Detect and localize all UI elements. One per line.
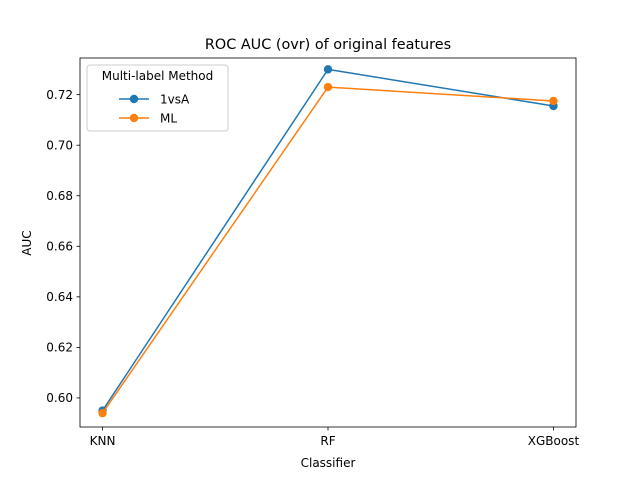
y-tick-label: 0.64 xyxy=(46,290,73,304)
x-tick-label: KNN xyxy=(90,434,116,448)
data-point-1vsa-rf xyxy=(323,65,333,74)
plot-area: KNN RF XGBoost 0.60 0.62 0.64 0.66 0.68 0.70 0.72 xyxy=(46,57,580,448)
data-point-ml-rf xyxy=(323,82,333,92)
legend-label-1vsa: 1vsA xyxy=(160,92,190,106)
data-point-ml-knn xyxy=(98,408,107,418)
y-tick-label: 0.62 xyxy=(46,341,73,355)
legend-marker-ml xyxy=(129,113,139,123)
legend-title: Multi-label Method xyxy=(102,69,214,83)
y-tick-label: 0.72 xyxy=(46,88,73,102)
y-tick-label: 0.68 xyxy=(46,189,73,203)
x-tick-label: XGBoost xyxy=(528,434,580,448)
legend: Multi-label Method 1vsA ML xyxy=(86,64,229,132)
legend-label-ml: ML xyxy=(160,111,177,125)
legend-frame xyxy=(86,64,229,132)
legend-marker-1vsa xyxy=(129,94,139,104)
x-tick-label: RF xyxy=(320,434,335,448)
y-tick-label: 0.70 xyxy=(46,138,73,152)
data-point-ml-xgboost xyxy=(549,96,558,106)
y-tick-label: 0.60 xyxy=(46,391,73,405)
y-tick-label: 0.66 xyxy=(46,240,73,254)
x-axis-label: Classifier xyxy=(301,456,356,470)
y-axis-label: AUC xyxy=(20,230,34,255)
chart-title: ROC AUC (ovr) of original features xyxy=(205,37,451,53)
